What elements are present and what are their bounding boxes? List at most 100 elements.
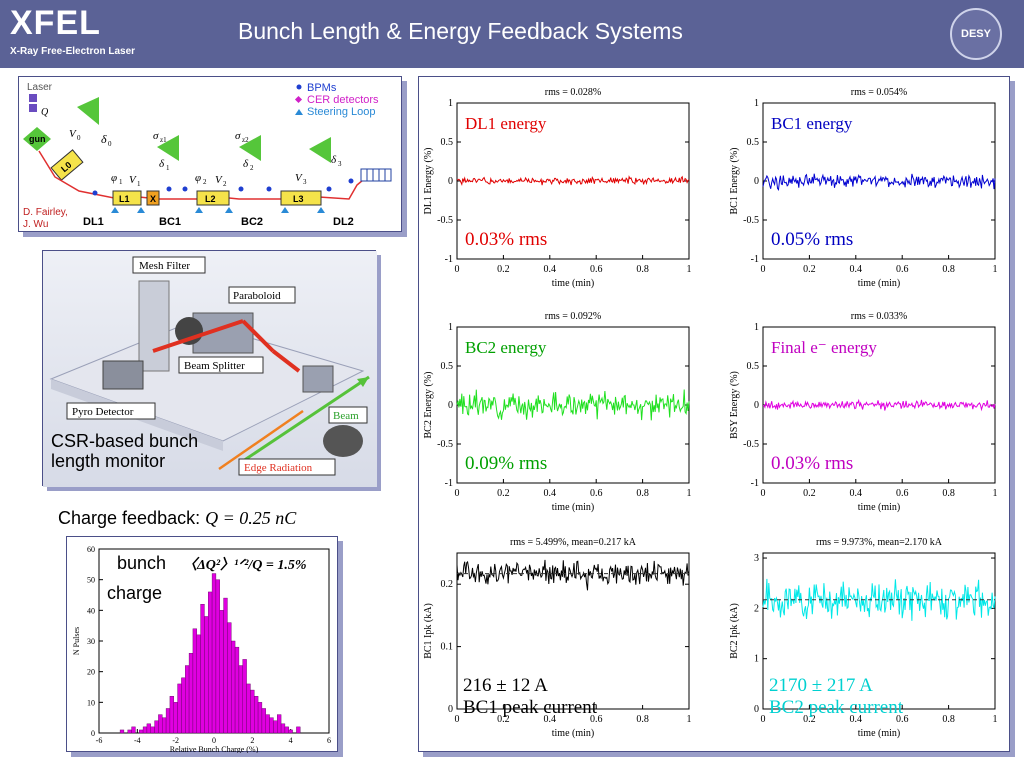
- histogram-bar: [204, 616, 209, 734]
- chart-xtick-label: 0.6: [896, 714, 909, 725]
- chart-xtick-label: 0.6: [896, 488, 909, 499]
- sigma-z1-label: σ: [153, 130, 159, 142]
- chart-top-text: rms = 0.054%: [851, 87, 907, 98]
- l3-label: L3: [293, 194, 304, 204]
- histogram-bar: [185, 665, 190, 734]
- chart-title-label: BC1 energy: [771, 114, 853, 133]
- histogram-bar: [277, 714, 282, 734]
- chart-rms-label: 216 ± 12 A: [463, 675, 548, 696]
- chart-xtick-label: 0.8: [636, 488, 649, 499]
- xfel-logo: XFEL: [10, 4, 101, 42]
- chart-xtick-label: 0.2: [803, 488, 816, 499]
- chart-top-text: rms = 0.033%: [851, 311, 907, 322]
- legend: BPMs CER detectors Steering Loop: [294, 82, 379, 118]
- chart-xtick-label: 0.4: [850, 488, 863, 499]
- sigma-z2-label: σ: [235, 130, 241, 142]
- chart-title-label: BC2 peak current: [769, 697, 904, 718]
- histogram-charge-label: charge: [107, 583, 162, 603]
- histogram-bar: [127, 729, 132, 734]
- desy-logo-icon: DESY: [950, 8, 1002, 60]
- histogram-xtick-label: 4: [289, 736, 293, 745]
- histogram-bar: [261, 708, 266, 734]
- undulator-icon: [360, 168, 392, 182]
- desy-logo-text: DESY: [961, 28, 991, 40]
- v2-sub: 2: [223, 180, 227, 188]
- chart-ylabel: BSY Energy (%): [729, 371, 740, 439]
- chart-xlabel: time (min): [552, 278, 595, 289]
- v3-sub: 3: [303, 178, 307, 186]
- histogram-bar: [234, 646, 240, 734]
- monitor-caption-line2: length monitor: [51, 451, 165, 471]
- legend-bpms: BPMs: [307, 82, 337, 94]
- chart-ytick-label: 1: [448, 322, 453, 333]
- chart-title-label: Final e⁻ energy: [771, 338, 877, 357]
- chart-xtick-label: 0.8: [942, 714, 955, 725]
- chart-ytick-label: 0: [448, 704, 453, 715]
- chart-xtick-label: 0.4: [544, 264, 557, 275]
- v2-label: V: [215, 174, 223, 186]
- histogram-bar: [284, 726, 289, 734]
- chart-xlabel: time (min): [858, 502, 901, 513]
- chart-xtick-label: 0: [455, 714, 460, 725]
- histogram-bar: [200, 603, 205, 734]
- l1-label: L1: [119, 194, 130, 204]
- v1-label: V: [129, 174, 137, 186]
- phi1-label: φ: [111, 172, 117, 184]
- histogram-bar: [131, 726, 136, 734]
- l1-linac: [112, 190, 142, 206]
- slide-title: Bunch Length & Energy Feedback Systems: [238, 18, 683, 44]
- histogram-bar: [192, 628, 197, 734]
- delta3-sub: 3: [338, 160, 342, 168]
- histogram-ytick-label: 10: [87, 698, 95, 707]
- gun-label: gun: [29, 134, 46, 144]
- histogram-bar: [296, 726, 301, 734]
- chart-bsy: rms = 0.033%10.50-0.5-10 0.2 0.4 0.6 0.8 1tim…: [729, 311, 998, 513]
- chart-title-label: BC1 peak current: [463, 697, 598, 718]
- histogram-bar: [250, 689, 255, 734]
- chart-xtick-label: 0.8: [636, 714, 649, 725]
- chart-ytick-label: 0.5: [441, 137, 454, 148]
- histogram-bar: [280, 723, 286, 734]
- beam-label: Beam: [333, 410, 359, 422]
- pyro-detector-label: Pyro Detector: [72, 406, 134, 418]
- chart-rms-label: 0.03% rms: [465, 229, 547, 250]
- chart-top-text: rms = 0.028%: [545, 87, 601, 98]
- x-label: X: [150, 194, 156, 204]
- chart-ytick-label: 0: [754, 400, 759, 411]
- histogram-ytick-label: 30: [87, 637, 95, 646]
- histogram-bunch-label: bunch: [117, 553, 166, 573]
- chart-series-line: [762, 173, 996, 192]
- section-dl1: DL1: [83, 216, 104, 228]
- chart-ylabel: BC1 Energy (%): [729, 147, 740, 214]
- delta2-label: δ: [243, 158, 249, 170]
- histogram-bar: [227, 622, 232, 734]
- chart-xtick-label: 0: [455, 488, 460, 499]
- histogram-bar: [242, 659, 247, 734]
- histogram-bar: [188, 653, 194, 734]
- q-label: Q: [41, 107, 49, 118]
- delta1-label: δ: [159, 158, 165, 170]
- histogram-xlabel: Relative Bunch Charge (%): [170, 745, 259, 753]
- l2-linac: [196, 190, 230, 206]
- bunch-length-monitor: Mesh Filter Paraboloid Beam Splitter Pyr…: [42, 250, 377, 487]
- chart-xtick-label: 0.6: [590, 488, 603, 499]
- histogram-bar: [181, 677, 186, 734]
- histogram-bar: [196, 634, 201, 734]
- histogram-bar: [211, 573, 217, 734]
- chart-rms-label: 0.09% rms: [465, 453, 547, 474]
- author-line2: J. Wu: [23, 219, 48, 230]
- chart-bc2i: rms = 9.973%, mean=2.170 kA 3 2 1 00 0.2 0.4 0.…: [729, 537, 998, 739]
- chart-xtick-label: 1: [993, 714, 998, 725]
- l3-linac: [280, 190, 322, 206]
- chart-series-line: [762, 398, 996, 412]
- histogram-bar: [257, 702, 263, 734]
- chart-xtick-label: 0.8: [636, 264, 649, 275]
- chart-ytick-label: 1: [754, 654, 759, 665]
- section-dl2: DL2: [333, 216, 354, 228]
- chart-top-text: rms = 5.499%, mean=0.217 kA: [510, 537, 637, 548]
- histogram-xtick-label: -4: [134, 736, 141, 745]
- charge-feedback-prefix: Charge feedback:: [58, 508, 201, 528]
- chart-ytick-label: 0: [754, 704, 759, 715]
- chart-ytick-label: 0.5: [441, 361, 454, 372]
- phi1-sub: 1: [119, 178, 123, 186]
